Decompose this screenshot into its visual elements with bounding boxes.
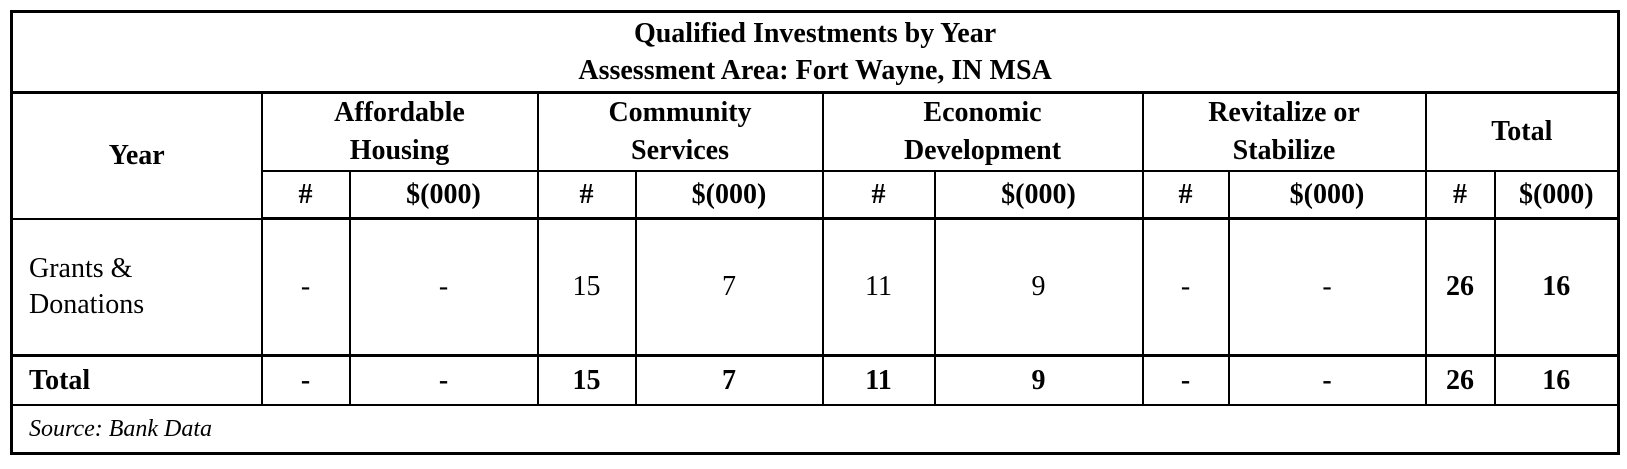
subcolumn-row: # $(000) # $(000) # $(000) # $(000) # $(000) xyxy=(12,170,1620,220)
row-label: Grants & Donations xyxy=(29,252,145,320)
total-cell: 9 xyxy=(933,354,1144,406)
total-cell: 11 xyxy=(821,354,936,406)
total-cell: 16 xyxy=(1493,354,1620,406)
group-header-cell: Economic Development xyxy=(821,91,1144,172)
subcolumn-header: # xyxy=(1424,170,1496,220)
subcolumn-header: # xyxy=(821,170,936,220)
total-cell: 15 xyxy=(536,354,637,406)
table-title: Qualified Investments by Year xyxy=(633,18,997,49)
group-header-cell: Revitalize or Stabilize xyxy=(1141,91,1427,172)
subcolumn-header: $(000) xyxy=(1493,170,1620,220)
data-cell: - xyxy=(348,217,539,357)
data-cell: 26 xyxy=(1424,217,1496,357)
subcolumn-header: $(000) xyxy=(1227,170,1427,220)
data-cell: - xyxy=(260,217,351,357)
investments-table: Qualified Investments by Year Assessment… xyxy=(10,10,1621,455)
subcolumn-header: # xyxy=(260,170,351,220)
total-row: Total - -15 7 11 9- -26 16 xyxy=(10,354,1620,406)
group-header: Economic Development xyxy=(903,97,1062,166)
group-header-cell: Community Services xyxy=(536,91,824,172)
total-cell: - xyxy=(348,354,539,406)
subcolumn-header: # xyxy=(1141,170,1230,220)
year-header: Year xyxy=(10,91,263,220)
total-cell: - xyxy=(1141,354,1230,406)
source-note: Source: Bank Data xyxy=(10,404,1620,455)
total-cell: 26 xyxy=(1424,354,1496,406)
group-header-cell: Total xyxy=(1424,91,1620,172)
table-subtitle: Assessment Area: Fort Wayne, IN MSA xyxy=(578,55,1052,86)
data-cell: 9 xyxy=(933,217,1144,357)
data-cell: - xyxy=(1141,217,1230,357)
data-cell: 7 xyxy=(634,217,824,357)
data-cell: 16 xyxy=(1493,217,1620,357)
total-cell: - xyxy=(1227,354,1427,406)
total-cell: 7 xyxy=(634,354,824,406)
group-header: Community Services xyxy=(608,97,752,166)
row-label-cell: Grants & Donations xyxy=(10,217,263,357)
data-cell: 11 xyxy=(821,217,936,357)
data-row: Grants & Donations - -15 7 11 9- -26 16 xyxy=(10,217,1620,357)
subcolumn-header: $(000) xyxy=(933,170,1144,220)
group-header-cell: Affordable Housing xyxy=(260,91,539,172)
subcolumn-header: $(000) xyxy=(634,170,824,220)
total-label: Total xyxy=(10,354,263,406)
group-header: Affordable Housing xyxy=(334,97,465,166)
group-header: Revitalize or Stabilize xyxy=(1208,97,1360,166)
table-title-cell: Qualified Investments by Year Assessment… xyxy=(10,10,1620,94)
subcolumn-header: $(000) xyxy=(348,170,539,220)
group-header-row: Year Affordable Housing Community Service… xyxy=(10,91,1620,220)
data-cell: 15 xyxy=(536,217,637,357)
group-header: Total xyxy=(1491,116,1553,147)
data-cell: - xyxy=(1227,217,1427,357)
total-cell: - xyxy=(260,354,351,406)
subcolumn-header: # xyxy=(536,170,637,220)
